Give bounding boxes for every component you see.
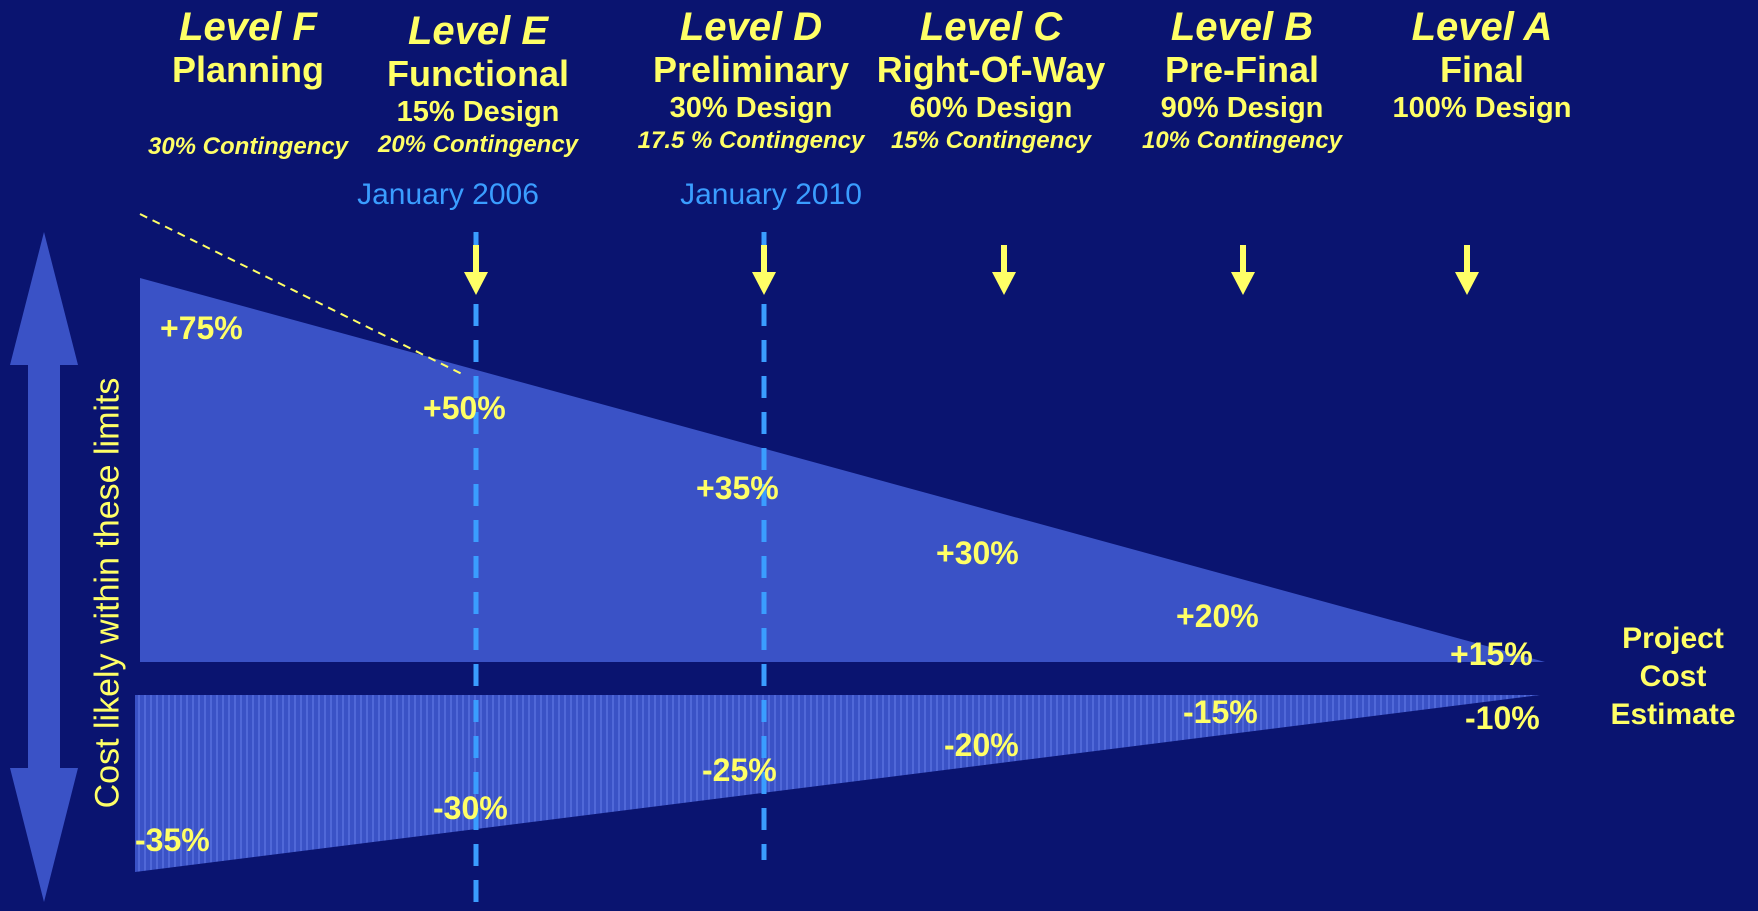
down-arrow-icon <box>1231 245 1255 295</box>
lower-limit-e: -30% <box>433 790 508 826</box>
level-d-name: Preliminary <box>652 49 850 90</box>
level-c-title: Level C <box>919 5 1063 49</box>
trend-dashed-line <box>139 213 463 375</box>
upper-limit-e: +50% <box>423 390 506 426</box>
down-arrow-icon <box>992 245 1016 295</box>
level-c-header: Level C Right-Of-Way 60% Design 15% Cont… <box>877 4 1106 156</box>
lower-limit-band <box>135 695 1540 872</box>
level-c-name: Right-Of-Way <box>876 49 1106 90</box>
down-arrow-icon <box>752 245 776 295</box>
level-b-design: 90% Design <box>1160 92 1324 124</box>
project-cost-line3: Estimate <box>1610 698 1736 731</box>
upper-limit-f: +75% <box>160 310 243 346</box>
level-b-name: Pre-Final <box>1164 49 1320 90</box>
level-e-design: 15% Design <box>396 96 560 128</box>
down-arrow-icon <box>464 245 488 295</box>
upper-limit-d: +35% <box>696 470 779 506</box>
level-f-header: Level F Planning 30% Contingency <box>148 4 348 162</box>
level-d-header: Level D Preliminary 30% Design 17.5 % Co… <box>638 4 865 156</box>
lower-limit-d: -25% <box>702 752 777 788</box>
level-f-name: Planning <box>171 49 324 90</box>
project-cost-line1: Project <box>1622 622 1724 655</box>
level-e-header: Level E Functional 15% Design 20% Contin… <box>378 8 578 160</box>
project-cost-estimate-label: Project Cost Estimate <box>1598 620 1748 734</box>
down-arrow-icon <box>1455 245 1479 295</box>
upper-limit-a: +15% <box>1450 636 1533 672</box>
level-d-contingency: 17.5 % Contingency <box>637 127 865 154</box>
level-c-design: 60% Design <box>909 92 1073 124</box>
date-level-e: January 2006 <box>357 178 539 211</box>
level-d-title: Level D <box>679 5 823 49</box>
level-f-title: Level F <box>179 5 317 49</box>
lower-limit-f: -35% <box>135 822 210 858</box>
double-arrow-icon <box>10 232 78 902</box>
upper-limit-band <box>140 278 1545 662</box>
upper-limit-c: +30% <box>936 535 1019 571</box>
date-level-d: January 2010 <box>680 178 862 211</box>
lower-limit-c: -20% <box>944 727 1019 763</box>
level-b-title: Level B <box>1170 5 1314 49</box>
level-a-header: Level A Final 100% Design <box>1393 4 1572 126</box>
level-a-name: Final <box>1439 49 1525 90</box>
level-e-contingency: 20% Contingency <box>377 131 579 158</box>
level-a-design: 100% Design <box>1392 92 1572 124</box>
level-e-name: Functional <box>386 53 569 94</box>
level-b-contingency: 10% Contingency <box>1141 127 1343 154</box>
level-f-contingency: 30% Contingency <box>147 133 349 160</box>
level-c-contingency: 15% Contingency <box>890 127 1092 154</box>
level-e-title: Level E <box>407 9 549 53</box>
lower-limit-b: -15% <box>1183 694 1258 730</box>
level-a-title: Level A <box>1411 5 1553 49</box>
lower-limit-a: -10% <box>1465 700 1540 736</box>
project-cost-line2: Cost <box>1639 660 1707 693</box>
level-b-header: Level B Pre-Final 90% Design 10% Conting… <box>1142 4 1342 156</box>
level-d-design: 30% Design <box>669 92 833 124</box>
upper-limit-b: +20% <box>1176 598 1259 634</box>
vertical-axis-label: Cost likely within these limits <box>88 377 127 809</box>
